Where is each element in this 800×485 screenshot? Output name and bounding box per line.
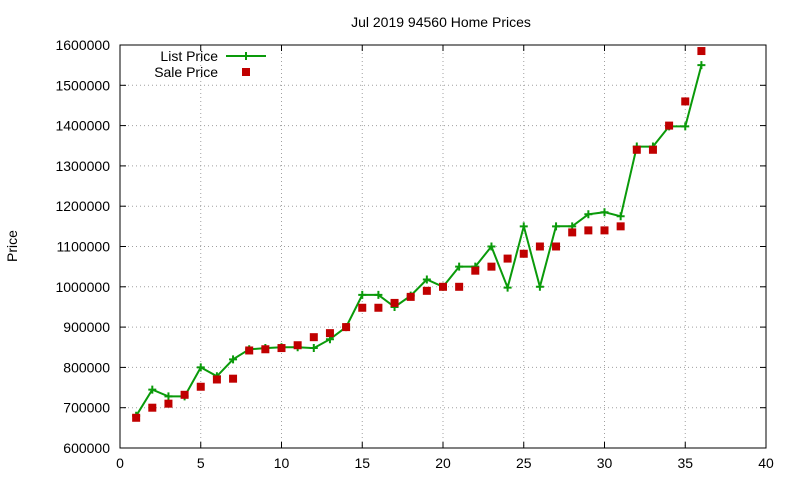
- x-tick-label: 25: [516, 455, 532, 471]
- sale-price-point: [261, 345, 270, 354]
- sale-price-point: [471, 266, 480, 275]
- sale-price-point: [552, 242, 561, 251]
- sale-price-point: [358, 303, 367, 312]
- axis-ticks: 0 5 10 15 20 25 30 35 40 600000 700000 800000 900000…: [55, 37, 774, 471]
- list-price-point: [681, 122, 690, 131]
- series-layer: [132, 47, 706, 422]
- y-tick-label: 600000: [63, 440, 110, 456]
- x-tick-label: 10: [274, 455, 290, 471]
- sale-price-point: [568, 228, 577, 237]
- list-price-point: [552, 222, 561, 231]
- y-tick-label: 1500000: [55, 77, 110, 93]
- sale-price-point: [180, 390, 189, 399]
- y-tick-label: 800000: [63, 359, 110, 375]
- sale-price-point: [406, 292, 415, 301]
- sale-price-point: [212, 375, 221, 384]
- y-tick-label: 1200000: [55, 198, 110, 214]
- x-tick-label: 35: [677, 455, 693, 471]
- sale-price-point: [293, 341, 302, 350]
- sale-price-point: [245, 346, 254, 355]
- sale-price-point: [148, 403, 157, 412]
- sale-price-point: [325, 329, 334, 338]
- y-tick-label: 1000000: [55, 279, 110, 295]
- list-price-point: [584, 210, 593, 219]
- list-price-point: [519, 222, 528, 231]
- sale-price-point: [229, 374, 238, 383]
- list-price-point: [535, 282, 544, 291]
- x-tick-label: 15: [354, 455, 370, 471]
- sale-price-point: [519, 249, 528, 258]
- list-price-point: [422, 275, 431, 284]
- list-price-point: [309, 344, 318, 353]
- list-price-point: [148, 385, 157, 394]
- y-tick-label: 1400000: [55, 118, 110, 134]
- sale-price-point: [503, 254, 512, 263]
- list-price-point: [229, 355, 238, 364]
- x-tick-label: 20: [435, 455, 451, 471]
- list-price-point: [455, 262, 464, 271]
- list-price-point: [503, 283, 512, 292]
- y-tick-label: 1300000: [55, 158, 110, 174]
- sale-price-point: [681, 97, 690, 106]
- y-axis-label: Price: [4, 230, 20, 262]
- sale-price-point: [455, 282, 464, 291]
- y-tick-label: 900000: [63, 319, 110, 335]
- sale-price-point: [390, 298, 399, 307]
- sale-price-point: [616, 222, 625, 231]
- grid-lines: [120, 45, 766, 448]
- y-tick-label: 700000: [63, 400, 110, 416]
- sale-price-point: [600, 226, 609, 235]
- x-tick-label: 40: [758, 455, 774, 471]
- sale-price-point: [164, 399, 173, 408]
- list-price-point: [374, 290, 383, 299]
- sale-price-point: [309, 333, 318, 342]
- list-price-point: [358, 290, 367, 299]
- sale-price-point: [374, 303, 383, 312]
- list-price-point: [164, 392, 173, 401]
- list-price-point: [616, 212, 625, 221]
- y-tick-label: 1600000: [55, 37, 110, 53]
- list-price-point: [487, 242, 496, 251]
- y-tick-label: 1100000: [57, 239, 111, 255]
- sale-price-point: [439, 282, 447, 291]
- sale-price-point: [422, 286, 431, 295]
- sale-price-point: [665, 121, 674, 130]
- x-tick-label: 30: [597, 455, 613, 471]
- sale-price-point: [196, 382, 205, 391]
- sale-price-point: [277, 344, 286, 353]
- sale-price-point: [632, 145, 641, 154]
- legend-swatch-marker: [242, 52, 250, 60]
- sale-price-point: [697, 47, 706, 56]
- x-tick-label: 5: [197, 455, 205, 471]
- list-price-point: [697, 61, 706, 70]
- sale-price-point: [535, 242, 544, 251]
- list-price-point: [600, 208, 609, 217]
- list-price-line: [135, 64, 703, 417]
- list-price-point: [196, 363, 205, 372]
- chart-title: Jul 2019 94560 Home Prices: [351, 14, 531, 30]
- legend-swatch-marker: [242, 68, 250, 76]
- sale-price-point: [584, 226, 593, 235]
- sale-price-point: [487, 262, 496, 271]
- sale-price-point: [342, 323, 351, 332]
- sale-price-point: [132, 413, 141, 422]
- legend-label: List Price: [160, 48, 218, 64]
- sale-price-point: [648, 145, 657, 154]
- legend-label: Sale Price: [154, 64, 218, 80]
- x-tick-label: 0: [116, 455, 124, 471]
